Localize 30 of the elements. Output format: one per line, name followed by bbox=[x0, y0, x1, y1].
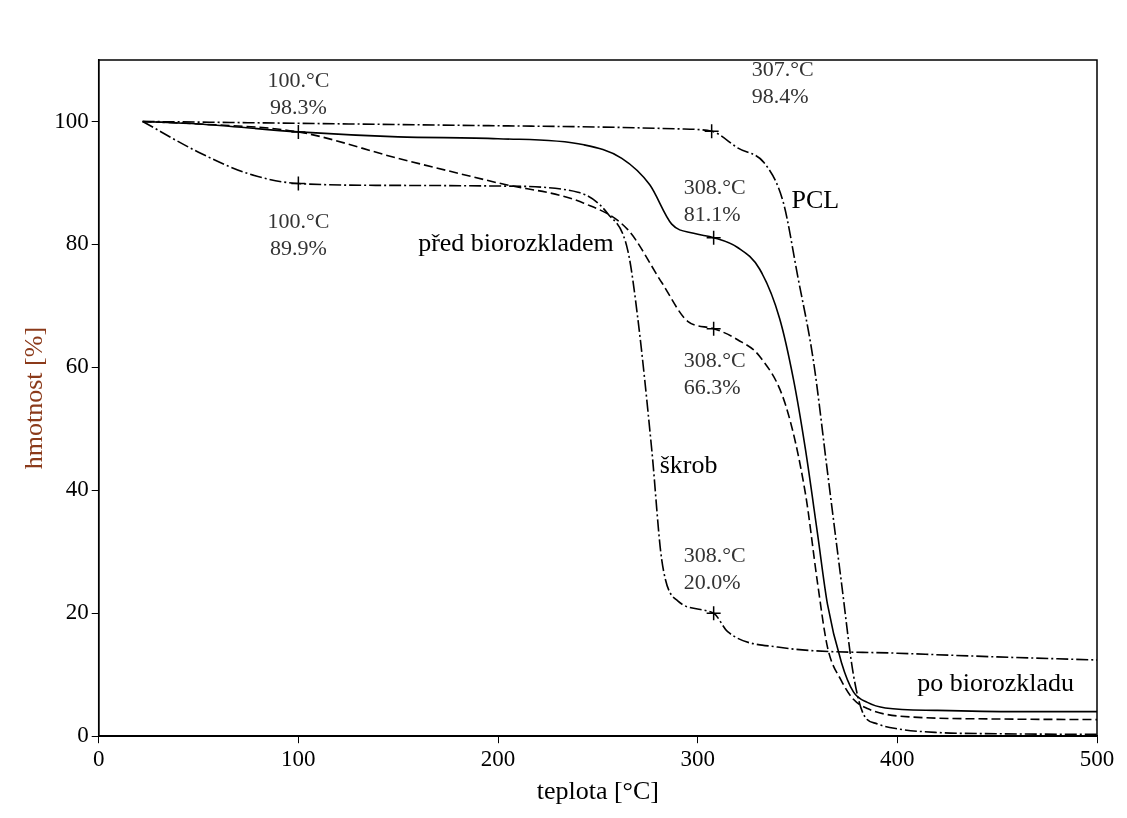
annotation: 308.°C 81.1% bbox=[683, 174, 746, 227]
point bbox=[703, 123, 720, 140]
point bbox=[705, 605, 722, 622]
annotation: 100.°C 89.9% bbox=[267, 208, 330, 261]
x-tick-label: 0 bbox=[92, 746, 105, 772]
x-tick-label: 500 bbox=[1079, 746, 1115, 772]
x-tick-label: 400 bbox=[880, 746, 915, 772]
annotation: 307.°C 98.4% bbox=[751, 56, 814, 109]
y-tick-label: 80 bbox=[65, 230, 89, 256]
point bbox=[290, 124, 307, 140]
point bbox=[290, 175, 307, 192]
series-label: škrob bbox=[659, 449, 718, 479]
y-tick-label: 100 bbox=[54, 107, 89, 133]
annotation: 308.°C 66.3% bbox=[683, 347, 746, 400]
y-tick-label: 60 bbox=[65, 353, 89, 379]
y-tick-label: 40 bbox=[65, 476, 89, 502]
x-tick-label: 300 bbox=[680, 746, 715, 772]
series-label: před biorozkladem bbox=[418, 228, 614, 258]
point bbox=[705, 320, 722, 337]
annotation: 308.°C 20.0% bbox=[683, 542, 746, 595]
point bbox=[705, 229, 722, 246]
y-tick-label: 20 bbox=[65, 599, 89, 625]
y-axis-title: hmotnost [%] bbox=[19, 326, 49, 470]
annotation: 100.°C 98.3% bbox=[267, 66, 330, 119]
series-label: PCL bbox=[791, 185, 840, 215]
x-axis-title: teplota [°C] bbox=[536, 776, 660, 806]
series-label: po biorozkladu bbox=[917, 668, 1074, 698]
y-tick-label: 0 bbox=[77, 722, 89, 748]
x-tick-label: 100 bbox=[281, 746, 316, 772]
x-tick-label: 200 bbox=[480, 746, 516, 772]
